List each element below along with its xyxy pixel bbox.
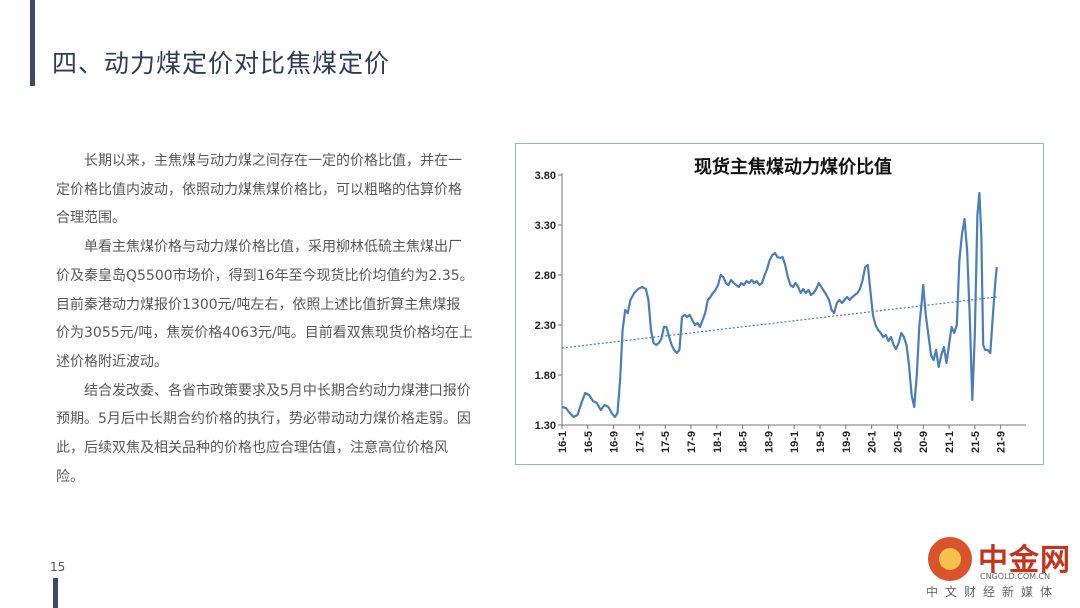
y-tick-label: 2.30 bbox=[535, 320, 556, 332]
x-tick-label: 19-5 bbox=[815, 431, 827, 453]
x-tick-label: 17-1 bbox=[634, 431, 646, 453]
x-tick-label: 18-9 bbox=[763, 431, 775, 453]
x-tick-label: 16-1 bbox=[557, 431, 569, 453]
watermark-url: CNGOLD.COM.CN bbox=[980, 572, 1051, 581]
ratio-chart: 现货主焦煤动力煤价比值 3.80 3.30 2.80 2.30 1.80 1.30 16-1… bbox=[515, 143, 1044, 465]
y-tick-label: 3.80 bbox=[535, 170, 556, 182]
watermark-subtitle: 中文财经新媒体 bbox=[926, 585, 1060, 599]
watermark-name: 中金网 bbox=[978, 543, 1071, 578]
x-tick-label: 21-1 bbox=[944, 431, 956, 453]
chart-svg: 现货主焦煤动力煤价比值 3.80 3.30 2.80 2.30 1.80 1.3016-1… bbox=[535, 156, 1026, 453]
x-tick-label: 17-5 bbox=[660, 431, 672, 453]
x-tick-label: 18-1 bbox=[712, 431, 724, 453]
title-accent-bar bbox=[30, 0, 35, 86]
x-tick-label: 20-5 bbox=[892, 431, 904, 453]
x-tick-label: 17-9 bbox=[686, 431, 698, 453]
y-tick-label: 3.30 bbox=[535, 220, 556, 232]
paragraph-3: 结合发改委、各省市政策要求及5月中长期合约动力煤港口报价预期。5月后中长期合约价… bbox=[56, 382, 471, 485]
y-tick-label: 1.80 bbox=[535, 370, 556, 382]
paragraph-2: 单看主焦煤价格与动力煤价格比值，采用柳林低硫主焦煤出厂价及秦皇岛Q5500市场价… bbox=[56, 239, 474, 370]
footer-accent-bar bbox=[53, 578, 58, 608]
watermark: 中金网 CNGOLD.COM.CN 中文财经新媒体 bbox=[920, 535, 1075, 603]
x-tick-label: 20-9 bbox=[918, 431, 930, 453]
paragraph-1: 长期以来，主焦煤与动力煤之间存在一定的价格比值，并在一定价格比值内波动，依照动力… bbox=[56, 153, 462, 227]
x-tick-label: 20-1 bbox=[867, 431, 879, 453]
page-number: 15 bbox=[50, 560, 66, 574]
x-tick-label: 19-1 bbox=[789, 431, 801, 453]
x-tick-label: 21-5 bbox=[970, 431, 982, 453]
chart-title: 现货主焦煤动力煤价比值 bbox=[694, 156, 892, 178]
x-tick-label: 21-9 bbox=[996, 431, 1008, 453]
ratio-series-line bbox=[561, 191, 998, 419]
y-tick-label: 2.80 bbox=[535, 270, 556, 282]
watermark-logo-inner bbox=[939, 548, 961, 570]
x-tick-label: 19-9 bbox=[841, 431, 853, 453]
x-tick-label: 18-5 bbox=[738, 431, 750, 453]
page-title: 四、动力煤定价对比焦煤定价 bbox=[52, 49, 391, 78]
trend-line bbox=[561, 296, 997, 349]
body-text: 长期以来，主焦煤与动力煤之间存在一定的价格比值，并在一定价格比值内波动，依照动力… bbox=[56, 147, 474, 491]
y-tick-label: 1.30 bbox=[535, 420, 556, 432]
x-tick-label: 16-5 bbox=[583, 431, 595, 453]
x-tick-label: 16-9 bbox=[609, 431, 621, 453]
